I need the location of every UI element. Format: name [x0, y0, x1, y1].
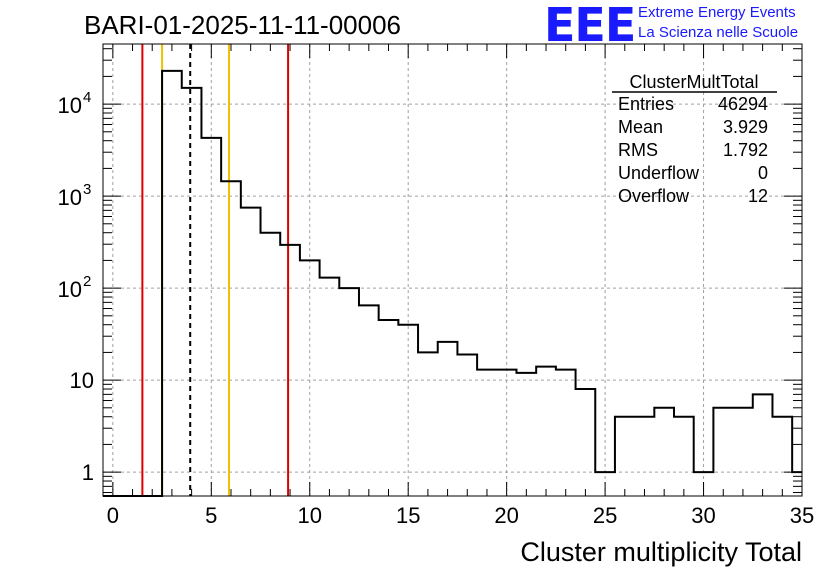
y-tick-label: 10	[58, 185, 82, 210]
histogram-bin	[418, 352, 438, 496]
stats-row-label: Mean	[618, 117, 663, 137]
marker-lines	[141, 44, 290, 496]
y-tick-label: 1	[82, 460, 94, 485]
x-axis-label: Cluster multiplicity Total	[520, 537, 802, 567]
stats-row-value: 3.929	[723, 117, 768, 137]
histogram-bin	[556, 370, 576, 496]
histogram-bins	[162, 71, 802, 496]
histogram-bin	[516, 373, 536, 496]
histogram-bin	[261, 233, 281, 496]
y-tick-label: 10	[70, 368, 94, 393]
stats-box: ClusterMultTotal Entries 46294 Mean 3.929 RM…	[612, 72, 777, 206]
histogram-bin	[753, 394, 773, 496]
histogram-bin	[615, 417, 635, 496]
histogram-bin	[438, 342, 458, 496]
x-tick-label: 5	[205, 503, 217, 528]
histogram-bin	[654, 408, 674, 496]
histogram-bin	[339, 288, 359, 496]
stats-row-value: 46294	[718, 94, 768, 114]
histogram-bin	[576, 389, 596, 496]
x-tick-label: 15	[396, 503, 420, 528]
histogram-bin	[733, 408, 753, 496]
histogram-bin	[182, 88, 202, 496]
histogram-bin	[280, 245, 300, 496]
stats-row-value: 0	[758, 163, 768, 183]
y-tick-exponent: 4	[83, 89, 91, 106]
histogram-bin	[713, 408, 733, 496]
x-axis-ticks: 0 5 10 15 20 25 30 35	[107, 44, 814, 528]
stats-row-label: Entries	[618, 94, 674, 114]
stats-row-label: Underflow	[618, 163, 700, 183]
y-tick-exponent: 2	[83, 273, 91, 290]
histogram-bin	[674, 417, 694, 496]
histogram-bin	[379, 320, 399, 496]
histogram-bin	[162, 71, 182, 496]
histogram-bin	[536, 367, 556, 496]
x-tick-label: 35	[790, 503, 814, 528]
histogram-bin	[772, 417, 792, 496]
chart-title: BARI-01-2025-11-11-00006	[84, 10, 402, 40]
stats-row-value: 12	[748, 186, 768, 206]
histogram-bin	[477, 370, 497, 496]
stats-row-value: 1.792	[723, 140, 768, 160]
y-tick-exponent: 3	[83, 181, 91, 198]
histogram-outline	[103, 69, 802, 497]
histogram-bin	[457, 354, 477, 496]
grid-lines	[103, 44, 802, 496]
y-tick-label: 10	[58, 93, 82, 118]
y-tick-label: 10	[58, 277, 82, 302]
x-tick-label: 25	[593, 503, 617, 528]
x-tick-label: 0	[107, 503, 119, 528]
x-tick-label: 20	[494, 503, 518, 528]
histogram-bin	[320, 278, 340, 496]
histogram-bin	[221, 181, 241, 496]
stats-row-label: RMS	[618, 140, 658, 160]
eee-logo: EEE	[544, 0, 636, 52]
logo-line-1: Extreme Energy Events	[638, 4, 796, 21]
plot-frame	[102, 43, 803, 497]
x-tick-label: 10	[298, 503, 322, 528]
stats-row-label: Overflow	[618, 186, 690, 206]
stats-title: ClusterMultTotal	[629, 72, 758, 92]
histogram-bin	[241, 208, 261, 496]
histogram-bin	[635, 417, 655, 496]
logo-line-2: La Scienza nelle Scuole	[638, 24, 799, 41]
histogram-bin	[359, 305, 379, 496]
x-tick-label: 30	[691, 503, 715, 528]
